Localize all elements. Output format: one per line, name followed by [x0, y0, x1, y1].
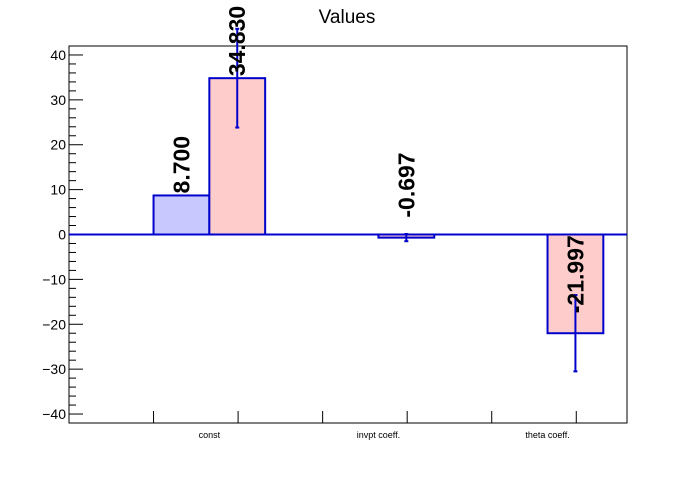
data-label: -0.697 — [393, 152, 419, 217]
y-tick-label: −40 — [42, 406, 66, 422]
x-tick-label: theta coeff. — [525, 430, 569, 440]
y-tick-label: 10 — [50, 182, 66, 198]
y-tick-label: −10 — [42, 271, 66, 287]
chart-title: Values — [319, 7, 376, 28]
y-tick-label: 0 — [58, 227, 66, 243]
plot-area: −40 −30 −20 −10 0 10 20 30 40 const invpt coeff. th… — [42, 6, 628, 440]
x-tick-label: const — [199, 430, 221, 440]
x-tick-label: invpt coeff. — [357, 430, 400, 440]
data-label: 34.830 — [224, 6, 250, 76]
y-tick-label: 40 — [50, 47, 66, 63]
bar — [152, 194, 211, 236]
y-tick-label: 20 — [50, 137, 66, 153]
data-label: -21.997 — [562, 235, 588, 313]
y-tick-label: 30 — [50, 92, 66, 108]
y-tick-label: −30 — [42, 361, 66, 377]
y-tick-label: −20 — [42, 316, 66, 332]
data-label: 8.700 — [168, 136, 194, 194]
